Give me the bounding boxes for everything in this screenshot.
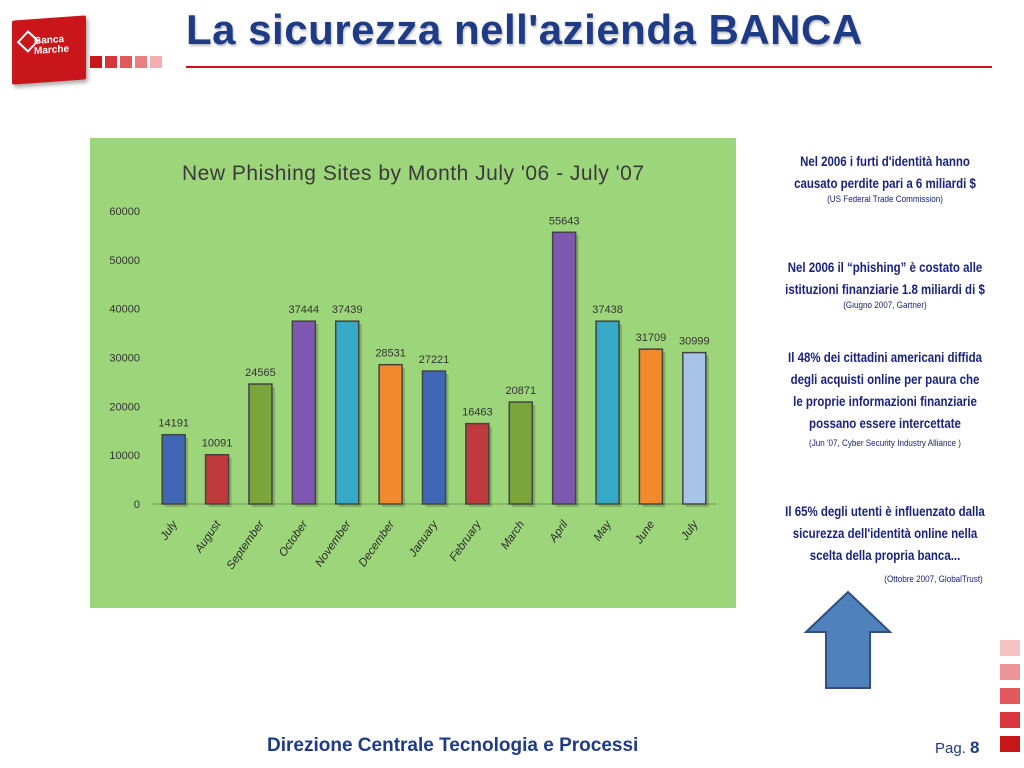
side-decoration-squares xyxy=(1000,640,1022,760)
x-tick-label: January xyxy=(407,518,442,560)
x-tick-label: September xyxy=(225,518,268,572)
y-tick-label: 0 xyxy=(134,499,140,511)
note-line: scelta della propria banca... xyxy=(809,547,961,563)
note-line: degli acquisti online per paura che xyxy=(790,371,980,387)
data-label: 31709 xyxy=(636,332,667,344)
note-line: istituzioni finanziarie 1.8 miliardi di … xyxy=(785,281,985,297)
y-tick-label: 50000 xyxy=(109,255,140,267)
bar xyxy=(508,401,534,505)
x-tick-label: July xyxy=(158,518,181,543)
bar xyxy=(248,383,273,505)
logo-text: Banca Marche xyxy=(34,34,70,58)
x-tick-label: March xyxy=(499,519,527,552)
note-source: (Jun '07, Cyber Security Industry Allian… xyxy=(809,438,961,449)
data-label: 28531 xyxy=(375,348,406,360)
data-label: 27221 xyxy=(419,354,450,366)
footer-department: Direzione Centrale Tecnologia e Processi xyxy=(267,735,639,756)
note-phishing-cost: Nel 2006 il “phishing” è costato alle is… xyxy=(760,256,1010,312)
bar xyxy=(291,320,317,505)
data-label: 20871 xyxy=(505,385,536,397)
title-underline xyxy=(186,66,992,68)
bar xyxy=(378,363,403,505)
x-tick-label: July xyxy=(679,518,702,543)
data-label: 37444 xyxy=(289,304,320,316)
note-line: possano essere intercettate xyxy=(809,415,961,431)
bar xyxy=(682,351,707,505)
phishing-chart: New Phishing Sites by Month July '06 - J… xyxy=(90,138,736,608)
data-label: 24565 xyxy=(245,367,276,379)
x-tick-label: October xyxy=(277,518,311,559)
x-tick-label: December xyxy=(357,518,398,569)
bar xyxy=(638,348,664,505)
chart-title: New Phishing Sites by Month July '06 - J… xyxy=(182,162,644,185)
note-line: causato perdite pari a 6 miliardi $ xyxy=(794,175,976,191)
note-source: (Ottobre 2007, GlobalTrust) xyxy=(884,574,983,585)
header-decoration-squares xyxy=(90,56,162,68)
banca-marche-logo: Banca Marche xyxy=(12,15,86,85)
note-online-distrust: Il 48% dei cittadini americani diffida d… xyxy=(760,346,1010,450)
x-tick-label: February xyxy=(448,518,485,564)
logo-line-2: Marche xyxy=(34,43,70,58)
up-arrow-icon xyxy=(804,590,893,689)
data-label: 14191 xyxy=(158,418,189,430)
data-label: 30999 xyxy=(679,336,710,348)
data-label: 37438 xyxy=(592,304,623,316)
bar xyxy=(204,453,230,505)
data-label: 10091 xyxy=(202,438,233,450)
x-tick-label: November xyxy=(313,518,354,569)
chart-svg: New Phishing Sites by Month July '06 - J… xyxy=(109,162,716,572)
y-tick-label: 40000 xyxy=(109,304,140,316)
page-label: Pag. xyxy=(935,740,966,757)
note-line: Nel 2006 i furti d'identità hanno xyxy=(800,153,970,169)
bar xyxy=(334,320,360,505)
note-source: (Giugno 2007, Gartner) xyxy=(843,300,927,311)
y-tick-label: 60000 xyxy=(109,206,140,218)
page-title: La sicurezza nell'azienda BANCA xyxy=(186,6,863,53)
bar xyxy=(595,320,620,505)
data-label: 16463 xyxy=(462,407,493,419)
bar xyxy=(551,231,577,505)
note-bank-choice: Il 65% degli utenti è influenzato dalla … xyxy=(760,500,1010,586)
note-source: (US Federal Trade Commission) xyxy=(827,194,943,205)
y-tick-label: 30000 xyxy=(109,353,140,365)
y-tick-label: 10000 xyxy=(109,450,140,462)
page-indicator: Pag. 8 xyxy=(935,738,980,758)
bar xyxy=(161,433,186,505)
data-label: 37439 xyxy=(332,304,363,316)
x-tick-label: June xyxy=(633,519,658,547)
page-number: 8 xyxy=(970,738,980,757)
bar xyxy=(465,422,490,505)
note-line: Il 65% degli utenti è influenzato dalla xyxy=(785,503,985,519)
bar xyxy=(421,370,447,505)
x-tick-label: May xyxy=(592,518,615,544)
y-tick-label: 20000 xyxy=(109,401,140,413)
x-tick-label: April xyxy=(547,518,571,545)
note-line: le proprie informazioni finanziarie xyxy=(793,393,977,409)
note-line: Il 48% dei cittadini americani diffida xyxy=(788,349,982,365)
note-identity-theft: Nel 2006 i furti d'identità hanno causat… xyxy=(760,150,1010,206)
x-tick-label: August xyxy=(193,518,224,556)
note-line: sicurezza dell'identità online nella xyxy=(792,525,978,541)
note-line: Nel 2006 il “phishing” è costato alle xyxy=(787,259,983,275)
data-label: 55643 xyxy=(549,215,580,227)
